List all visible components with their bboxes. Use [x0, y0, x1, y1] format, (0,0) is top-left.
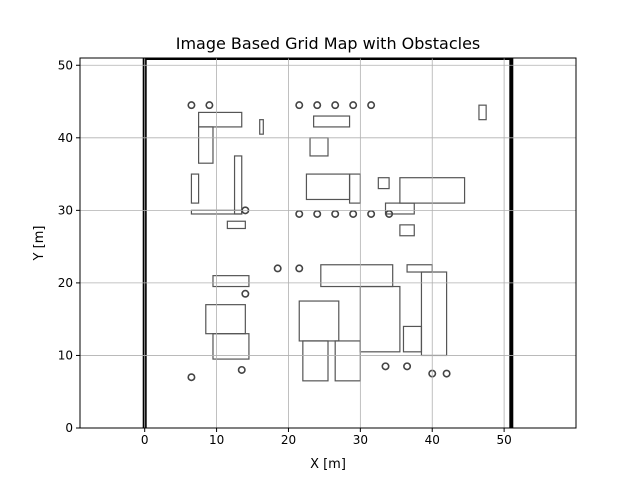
obstacle-rect: [313, 115, 351, 128]
obstacle-rect: [384, 202, 415, 215]
plot-frame: [79, 57, 577, 429]
y-axis-label: Y [m]: [32, 226, 47, 262]
obstacle-rect: [399, 224, 415, 237]
obstacle-rect: [402, 325, 423, 353]
obstacle-circle: [349, 101, 358, 110]
obstacle-circle: [349, 209, 358, 218]
obstacle-circle: [295, 264, 304, 273]
obstacle-rect: [212, 333, 250, 360]
y-tick-label: 50: [58, 58, 73, 72]
x-tick-label: 0: [141, 433, 149, 447]
obstacle-rect: [334, 340, 361, 382]
obstacle-circle: [313, 101, 322, 110]
obstacle-rect: [478, 104, 487, 121]
obstacle-circle: [241, 289, 250, 298]
x-tick-label: 10: [209, 433, 224, 447]
x-tick-label: 30: [353, 433, 368, 447]
chart-title: Image Based Grid Map with Obstacles: [176, 34, 481, 53]
map-layer: [142, 57, 514, 428]
obstacle-circle: [403, 362, 412, 371]
obstacle-rect: [320, 264, 394, 288]
obstacle-rect: [226, 220, 246, 230]
obstacle-circle: [331, 209, 340, 218]
obstacle-rect: [302, 340, 329, 382]
obstacle-circle: [237, 365, 246, 374]
obstacle-circle: [187, 101, 196, 110]
grid-lines: [80, 58, 576, 429]
obstacle-rect: [190, 173, 200, 204]
obstacle-rect: [298, 300, 340, 342]
obstacle-rect: [305, 173, 351, 201]
obstacle-circle: [367, 209, 376, 218]
axis-ticks: 0 10 20 30 40 50 0 10 20 30 40 50: [58, 58, 512, 447]
obstacle-circle: [313, 209, 322, 218]
obstacle-circle: [205, 101, 214, 110]
x-tick-label: 50: [496, 433, 511, 447]
y-tick-label: 10: [58, 348, 73, 362]
y-tick-label: 40: [58, 131, 73, 145]
obstacle-circle: [442, 369, 451, 378]
y-tick-label: 0: [65, 421, 73, 435]
obstacle-rect: [205, 304, 246, 335]
obstacle-rect: [406, 264, 433, 273]
obstacle-rect: [212, 275, 250, 288]
obstacle-rect: [359, 285, 401, 353]
obstacle-circle: [331, 101, 340, 110]
x-axis-label: X [m]: [310, 457, 346, 472]
obstacle-rect: [420, 271, 448, 357]
x-tick-label: 40: [425, 433, 440, 447]
obstacle-circle: [385, 209, 394, 218]
obstacle-circle: [273, 264, 282, 273]
obstacle-circle: [381, 362, 390, 371]
y-tick-label: 30: [58, 203, 73, 217]
obstacle-rect: [198, 111, 243, 128]
obstacle-circle: [295, 101, 304, 110]
obstacle-rect: [259, 119, 264, 135]
x-tick-label: 20: [281, 433, 296, 447]
obstacle-circle: [295, 209, 304, 218]
obstacle-rect: [198, 126, 214, 164]
obstacle-rect: [377, 177, 390, 190]
y-tick-label: 20: [58, 276, 73, 290]
obstacle-circle: [367, 101, 376, 110]
obstacle-rect: [233, 155, 243, 215]
obstacle-rect: [348, 173, 361, 204]
obstacle-circle: [187, 373, 196, 382]
obstacle-rect: [309, 137, 329, 157]
